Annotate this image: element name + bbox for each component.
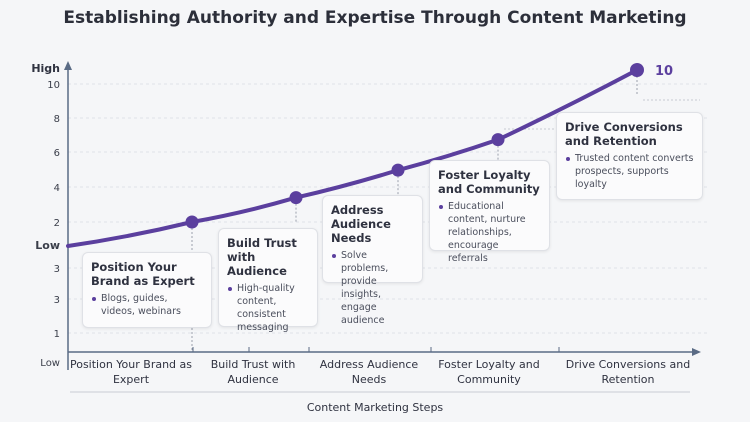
x-axis-arrow-icon <box>692 348 701 356</box>
y-axis-arrow-icon <box>64 61 72 70</box>
y-tick-label: 2 <box>54 218 60 229</box>
step-card: Build Trust with Audience High-quality co… <box>218 228 318 333</box>
y-tick-label: 1 <box>54 329 60 340</box>
x-tick-label: Drive Conversions and Retention <box>565 358 691 386</box>
step-card: Drive Conversions and Retention Trusted c… <box>556 112 703 200</box>
step-card-bullet: Solve problems, provide insights, engage… <box>331 249 414 327</box>
step-card-bullet: Blogs, guides, videos, webinars <box>91 292 203 318</box>
y-tick-label: 6 <box>54 148 60 159</box>
data-point <box>491 133 505 147</box>
step-card: Position Your Brand as Expert Blogs, guid… <box>82 252 212 328</box>
x-tick-label: Position Your Brand as Expert <box>69 358 193 386</box>
y-tick-label: 8 <box>54 114 60 125</box>
data-point <box>391 163 405 177</box>
x-tick-label: Foster Loyalty and Community <box>438 358 540 386</box>
y-tick-label: 10 <box>47 80 60 91</box>
step-card-bullet: High-quality content, consistent messagi… <box>227 282 309 334</box>
x-axis-title: Content Marketing Steps <box>306 401 444 414</box>
y-tick-label: 3 <box>54 295 60 306</box>
y-tick-label: Low <box>35 239 60 252</box>
y-axis-high-label: High <box>31 62 60 75</box>
step-card: Foster Loyalty and Community Educational … <box>429 160 550 264</box>
step-card-bullet: Trusted content converts prospects, supp… <box>565 152 694 191</box>
step-card-title: Address Audience Needs <box>331 203 391 245</box>
step-card-bullet: Educational content, nurture relationshi… <box>438 200 541 265</box>
data-label: 10 <box>655 64 673 79</box>
step-card-title: Build Trust with Audience <box>227 236 297 278</box>
y-tick-label: 3 <box>54 264 60 275</box>
step-card-title: Position Your Brand as Expert <box>91 260 195 288</box>
y-tick-label: 4 <box>54 183 60 194</box>
chart-title: Establishing Authority and Expertise Thr… <box>63 8 687 28</box>
x-tick-label: Address Audience Needs <box>319 358 419 386</box>
step-card: Address Audience Needs Solve problems, pr… <box>322 195 423 326</box>
data-point <box>185 215 199 229</box>
y-tick-label: Low <box>40 358 60 369</box>
step-card-title: Foster Loyalty and Community <box>438 168 540 196</box>
data-point <box>630 63 644 77</box>
series-line <box>66 68 639 248</box>
data-point <box>289 191 303 205</box>
x-tick-label: Build Trust with Audience <box>210 358 296 386</box>
step-card-title: Drive Conversions and Retention <box>565 120 683 148</box>
